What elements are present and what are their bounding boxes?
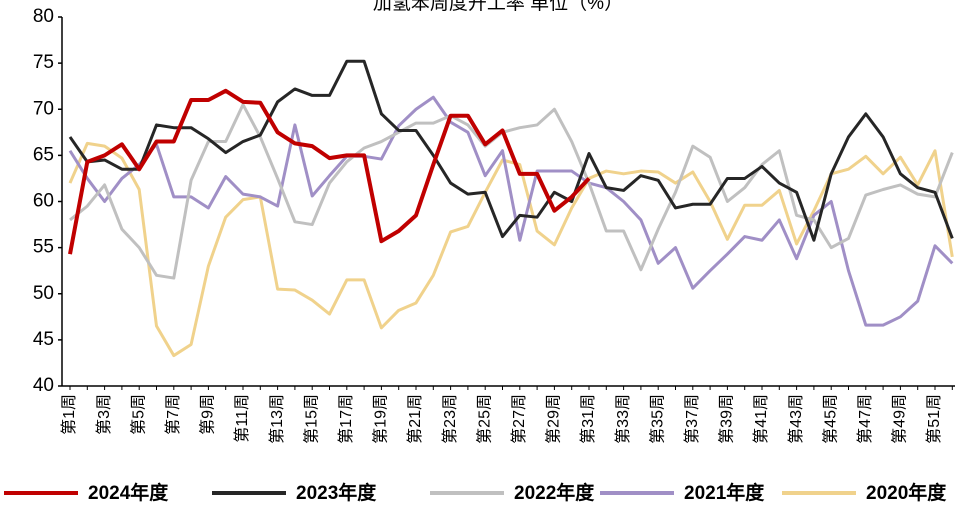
x-tick-label: 第1周 [60,394,78,435]
x-tick-label: 第33周 [614,394,632,444]
x-tick-label: 第29周 [545,394,563,444]
x-tick-label: 第31周 [579,394,597,444]
legend-label: 2024年度 [88,481,169,504]
x-tick-label: 第51周 [925,394,943,444]
series-line [68,59,954,242]
x-tick-label: 第27周 [510,394,528,444]
legend-label: 2020年度 [866,481,947,504]
y-tick-label: 45 [33,329,54,350]
x-tick-label: 第3周 [95,394,113,435]
y-tick-label: 55 [33,237,54,258]
series-line [68,141,954,358]
x-tick-label: 第49周 [891,394,909,444]
y-tick-label: 70 [33,98,54,119]
legend-label: 2023年度 [296,481,377,504]
x-tick-label: 第21周 [406,394,424,444]
x-tick-label: 第47周 [856,394,874,444]
chart-title: 加氢苯周度开工率 单位（%） [373,0,623,14]
legend-label: 2021年度 [684,481,765,504]
y-tick-label: 40 [33,375,54,396]
x-tick-label: 第15周 [302,394,320,444]
x-tick-label: 第19周 [372,394,390,444]
x-tick-label: 第39周 [718,394,736,444]
x-tick-label: 第25周 [475,394,493,444]
y-tick-label: 65 [33,144,54,165]
series-line [68,88,591,255]
y-tick-label: 60 [33,191,54,212]
legend-label: 2022年度 [514,481,595,504]
y-tick-label: 80 [33,6,54,27]
series-line [68,95,954,327]
x-tick-label: 第41周 [752,394,770,444]
x-tick-label: 第5周 [129,394,147,435]
x-tick-label: 第23周 [441,394,459,444]
x-tick-label: 第7周 [164,394,182,435]
x-tick-label: 第11周 [233,394,251,443]
x-tick-label: 第9周 [199,394,217,435]
x-tick-label: 第35周 [648,394,666,444]
x-tick-label: 第37周 [683,394,701,444]
y-tick-label: 50 [33,283,54,304]
x-tick-label: 第17周 [337,394,355,444]
y-tick-label: 75 [33,52,54,73]
x-tick-label: 第13周 [268,394,286,444]
x-tick-label: 第43周 [787,394,805,444]
x-tick-label: 第45周 [821,394,839,444]
